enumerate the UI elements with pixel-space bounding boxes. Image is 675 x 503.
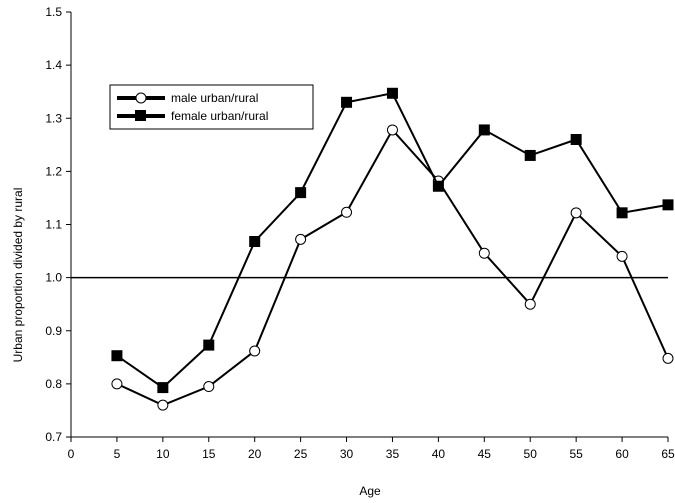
data-point-male [203,381,215,393]
series-line-male [116,128,669,407]
data-point-female [111,350,123,362]
data-point-male [570,207,582,219]
y-tick-label: 0.9 [45,324,62,338]
y-tick-label: 1.2 [45,164,62,178]
data-point-male [616,250,628,262]
data-point-female [386,87,398,99]
series-line-female [116,92,669,389]
legend-box [109,84,314,130]
data-point-male [157,399,169,411]
legend-label-male: male urban/rural [171,91,258,105]
x-tick-label: 50 [524,447,538,461]
x-tick-label: 5 [114,447,121,461]
x-tick-label: 0 [68,447,75,461]
data-point-male [478,247,490,259]
data-point-female [341,96,353,108]
data-point-female [295,187,307,199]
data-point-female [249,236,261,247]
tick-group: 0.7 0.8 0.9 1.0 1.1 1.2 1.3 1.4 1.5 0 5 10 15 20 25 30 3… [45,5,675,461]
data-point-male [386,124,398,136]
data-point-female [524,149,536,161]
data-point-female [203,339,215,351]
data-point-male [249,345,261,357]
legend-item-female: female urban/rural [117,109,268,123]
data-point-female [157,382,169,394]
legend: male urban/rural female urban/rural [109,84,314,130]
x-tick-label: 15 [202,447,216,461]
x-tick-label: 65 [661,447,675,461]
y-tick-label: 1.4 [45,58,62,72]
legend-marker-male [135,92,147,104]
x-axis-title: Age [359,484,381,498]
y-tick-label: 1.1 [45,218,62,232]
x-tick-label: 10 [156,447,170,461]
data-point-female [616,207,628,219]
x-tick-label: 60 [615,447,629,461]
y-tick-label: 0.7 [45,430,62,444]
legend-item-male: male urban/rural [117,91,258,105]
legend-label-female: female urban/rural [171,109,268,123]
y-tick-label: 1.3 [45,111,62,125]
series-female [111,87,674,394]
data-point-female [432,180,444,192]
data-point-male [295,233,307,245]
y-tick-label: 0.8 [45,377,62,391]
data-point-male [111,378,123,390]
x-tick-label: 20 [248,447,262,461]
data-point-male [662,352,674,364]
data-point-male [341,206,353,218]
series-layer [111,87,674,411]
data-point-female [570,134,582,145]
x-tick-label: 30 [340,447,354,461]
axes [70,12,668,438]
x-tick-label: 25 [294,447,308,461]
series-male [111,124,674,411]
data-point-female [662,199,674,211]
data-point-male [524,298,536,310]
y-tick-label: 1.5 [45,5,62,19]
x-tick-label: 45 [478,447,492,461]
y-axis-title: Urban proportion divided by rural [11,188,25,363]
x-tick-label: 35 [386,447,400,461]
x-tick-label: 40 [432,447,446,461]
y-tick-label: 1.0 [45,271,62,285]
x-tick-label: 55 [569,447,583,461]
data-point-female [478,124,490,136]
legend-marker-female [135,110,146,121]
